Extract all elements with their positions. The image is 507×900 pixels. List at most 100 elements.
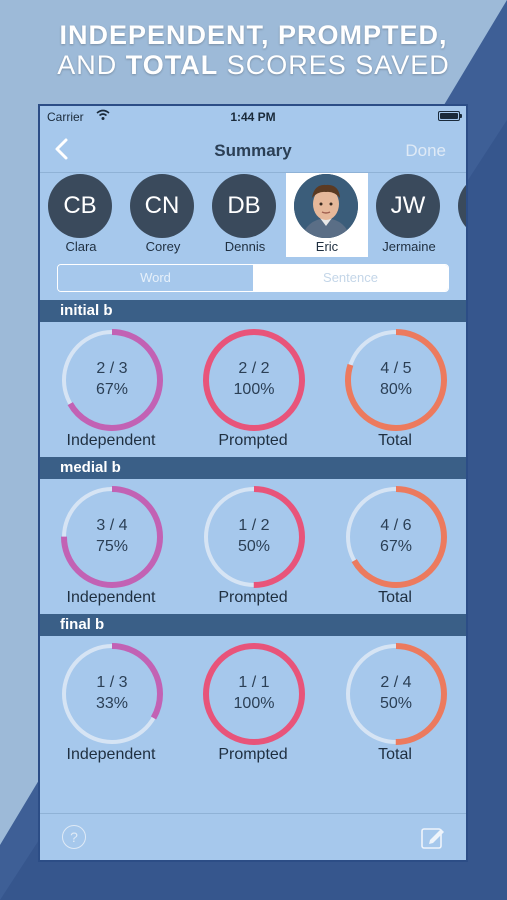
prompted-score: 2 / 2 100% Prompted	[182, 322, 324, 456]
headline-line-2-post: SCORES SAVED	[218, 50, 450, 80]
score-fraction: 2 / 3	[96, 360, 128, 377]
back-button[interactable]	[48, 134, 76, 164]
total-score: 4 / 5 80% Total	[324, 322, 466, 456]
wifi-icon	[96, 108, 110, 125]
student-avatar	[458, 174, 466, 238]
score-label: Independent	[66, 432, 156, 449]
score-fraction: 2 / 2	[238, 360, 270, 377]
headline-line-2: AND TOTAL SCORES SAVED	[0, 50, 507, 80]
ring-progress-arc	[345, 643, 447, 745]
prompted-ring	[203, 486, 305, 588]
score-percent: 50%	[237, 538, 271, 555]
student-name: Clara	[65, 239, 97, 254]
independent-score: 1 / 3 33% Independent	[40, 636, 182, 770]
ring-progress-arc	[203, 643, 305, 745]
section-header: medial b	[40, 457, 466, 479]
student-name: Jermaine	[382, 239, 436, 254]
score-label: Total	[378, 589, 412, 606]
score-percent: 75%	[95, 538, 129, 555]
marketing-headline: INDEPENDENT, PROMPTED, AND TOTAL SCORES …	[0, 20, 507, 80]
section-header: final b	[40, 614, 466, 636]
student-corey[interactable]: CN Corey	[122, 173, 204, 257]
ring-progress-arc	[345, 329, 447, 431]
segment-word[interactable]: Word	[58, 265, 253, 291]
navigation-bar: Summary Done	[40, 128, 466, 172]
chevron-left-icon	[55, 138, 68, 160]
ring-progress-arc	[203, 329, 305, 431]
score-fraction: 4 / 5	[380, 360, 412, 377]
total-ring	[345, 643, 447, 745]
total-ring	[345, 329, 447, 431]
score-text: 2 / 3 67%	[60, 358, 164, 400]
headline-line-2-bold: TOTAL	[125, 50, 219, 80]
section-scores: 1 / 3 33% Independent 1 / 1 100% Prompted …	[40, 636, 466, 770]
ring-progress-arc	[61, 329, 163, 431]
student-name: Eric	[315, 239, 339, 254]
headline-line-2-pre: AND	[57, 50, 126, 80]
score-fraction: 4 / 6	[380, 517, 412, 534]
prompted-ring	[203, 329, 305, 431]
total-score: 2 / 4 50% Total	[324, 636, 466, 770]
independent-ring	[61, 329, 163, 431]
score-fraction: 1 / 2	[238, 517, 270, 534]
bottom-toolbar: ?	[40, 813, 466, 860]
score-fraction: 2 / 4	[380, 674, 412, 691]
help-button[interactable]: ?	[62, 825, 86, 849]
score-percent: 67%	[379, 538, 413, 555]
score-label: Total	[378, 432, 412, 449]
score-text: 4 / 6 67%	[344, 515, 448, 557]
independent-score: 3 / 4 75% Independent	[40, 479, 182, 613]
segment-sentence[interactable]: Sentence	[253, 265, 448, 291]
student-jermaine[interactable]: JW Jermaine	[368, 173, 450, 257]
battery-icon	[438, 111, 462, 121]
independent-ring	[61, 643, 163, 745]
score-fraction: 1 / 3	[96, 674, 128, 691]
score-percent: 100%	[233, 381, 275, 398]
score-label: Independent	[66, 589, 156, 606]
edit-button[interactable]	[420, 824, 446, 855]
student-avatar: CB	[48, 174, 112, 238]
score-label: Prompted	[218, 589, 288, 606]
student-clara[interactable]: CB Clara	[40, 173, 122, 257]
total-ring	[345, 486, 447, 588]
done-button[interactable]: Done	[405, 141, 446, 160]
prompted-ring	[203, 643, 305, 745]
score-text: 1 / 1 100%	[202, 672, 306, 714]
score-text: 3 / 4 75%	[60, 515, 164, 557]
student-avatar: CN	[130, 174, 194, 238]
section-header: initial b	[40, 300, 466, 322]
headline-line-1: INDEPENDENT, PROMPTED,	[59, 20, 448, 50]
prompted-score: 1 / 2 50% Prompted	[182, 479, 324, 613]
student-eric[interactable]: Eric	[286, 173, 368, 257]
independent-score: 2 / 3 67% Independent	[40, 322, 182, 456]
student-dennis[interactable]: DB Dennis	[204, 173, 286, 257]
score-label: Total	[378, 746, 412, 763]
student-photo-avatar	[294, 174, 358, 238]
ring-progress-arc	[61, 643, 163, 745]
student-partial[interactable]	[450, 173, 466, 257]
page-title: Summary	[214, 141, 292, 160]
score-percent: 50%	[379, 695, 413, 712]
student-avatar: JW	[376, 174, 440, 238]
score-label: Independent	[66, 746, 156, 763]
student-name: Corey	[145, 239, 181, 254]
score-percent: 67%	[95, 381, 129, 398]
student-name: Dennis	[224, 239, 266, 254]
score-percent: 33%	[95, 695, 129, 712]
score-label: Prompted	[218, 746, 288, 763]
student-avatar: DB	[212, 174, 276, 238]
clock: 1:44 PM	[230, 110, 276, 124]
section-scores: 2 / 3 67% Independent 2 / 2 100% Prompted …	[40, 322, 466, 456]
score-label: Prompted	[218, 432, 288, 449]
phone-screen: Carrier 1:44 PM Summary Done CB Clara CN…	[40, 106, 466, 860]
ring-progress-arc	[61, 486, 163, 588]
status-bar: Carrier 1:44 PM	[40, 106, 466, 128]
ring-progress-arc	[345, 486, 447, 588]
word-sentence-toggle: Word Sentence	[57, 264, 449, 292]
carrier-label: Carrier	[47, 110, 84, 124]
student-selector: CB Clara CN Corey DB Dennis	[40, 172, 466, 257]
score-fraction: 1 / 1	[238, 674, 270, 691]
ring-progress-arc	[203, 486, 305, 588]
score-text: 1 / 3 33%	[60, 672, 164, 714]
score-fraction: 3 / 4	[96, 517, 128, 534]
